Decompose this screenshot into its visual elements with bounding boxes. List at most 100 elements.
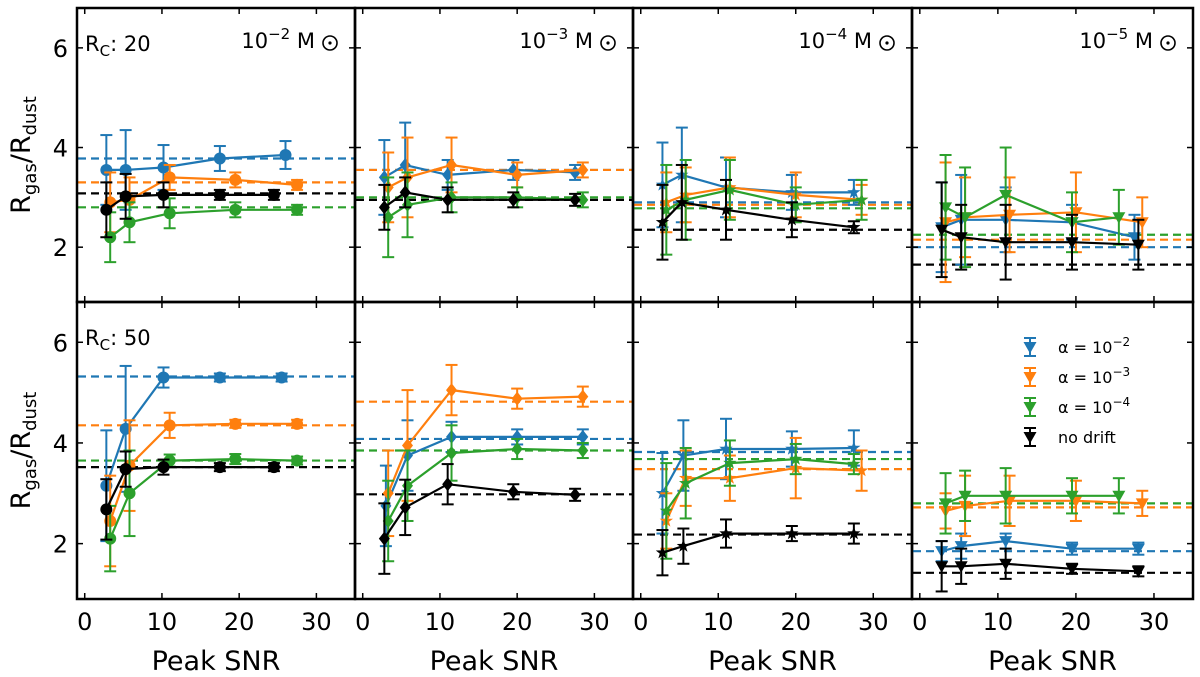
series-line-a4 [387,447,583,522]
data-point-nd [399,185,411,200]
rc-label: RC: 20 [85,32,151,60]
series-line-nd [383,483,576,540]
series-nd [655,518,861,577]
data-point-a2 [954,541,968,553]
data-point-a3 [402,438,414,453]
legend: α = 10−2 α = 10−3 α = 10−4 no drift [1023,335,1130,447]
data-point-a2 [999,536,1013,548]
data-point-nd [157,188,170,201]
series-nd [935,181,1145,281]
series-a3 [382,363,589,538]
data-point-a3 [229,417,242,430]
data-point-nd [785,526,799,540]
data-point-nd [267,461,280,474]
x-tick-label: 20 [502,608,533,636]
data-point-a2 [380,498,392,513]
data-point-a4 [229,203,242,216]
data-point-a4 [659,202,673,216]
data-point-a4 [382,210,394,225]
data-point-a3 [577,389,589,404]
x-tick-label: 0 [355,608,370,636]
panel-r1-c0: 0 10 20 30 Peak SNR 2 4 6 RC: 50 [53,300,357,677]
data-point-nd [847,220,861,233]
series-nd [100,172,280,239]
series-a2 [100,364,288,543]
data-point-nd [507,484,519,499]
data-point-a2 [569,165,581,180]
data-point-a4 [847,457,861,470]
x-tick-label: 0 [77,608,92,636]
data-point-nd [569,192,581,207]
panel-r0-c2: 10−4 M [631,6,914,304]
x-tick-label: 10 [147,608,178,636]
series-a3 [659,156,869,234]
x-tick-label: 30 [301,608,332,636]
data-point-a2 [511,429,523,444]
sun-icon-dot [1166,41,1170,45]
legend-marker-a2 [1023,342,1037,354]
x-tick-label: 20 [780,608,811,636]
y-tick-label: 6 [53,35,68,63]
data-point-a4 [163,207,176,220]
data-point-a4 [723,456,737,469]
series-line-a2 [384,435,583,507]
x-tick-label: 30 [858,608,889,636]
data-point-nd [267,188,280,201]
data-point-a2 [847,441,861,454]
data-point-a4 [446,446,458,461]
data-point-a3 [577,162,589,177]
data-point-a4 [958,490,972,503]
y-axis-labels: Rgas/Rdust Rgas/Rdust [6,96,41,509]
data-point-a3 [855,463,869,477]
legend-marker-nd [1023,432,1037,444]
data-point-nd [675,195,689,208]
x-tick-label: 30 [579,608,610,636]
data-point-a4 [789,452,803,465]
series-a4 [939,467,1126,535]
series-line-a3 [109,422,298,522]
mass-label: 10−5 M [1079,25,1153,53]
x-tick-label: 0 [912,608,927,636]
data-point-a4 [679,476,693,489]
sun-icon [322,35,338,51]
sun-icon [1160,35,1176,51]
series-a2 [935,532,1145,563]
series-line-a4 [945,193,1119,224]
series-nd [935,540,1145,593]
series-line-nd [661,201,855,229]
data-point-a4 [577,443,589,458]
panel-r0-c3: 10−5 M [910,6,1195,304]
data-point-a2 [577,429,589,444]
series-a4 [659,439,861,560]
mass-label: 10−3 M [519,25,593,53]
x-tick-label: 10 [983,608,1014,636]
data-point-nd [119,190,132,203]
series-a3 [382,136,589,224]
data-point-a3 [163,419,176,432]
series-line-nd [941,562,1139,573]
data-point-a4 [1065,490,1079,503]
series-a4 [382,171,589,259]
data-point-nd [100,503,113,516]
sun-icon [600,35,616,51]
data-point-a4 [511,441,523,456]
panel-frame [631,300,914,601]
series-line-a4 [109,208,298,239]
data-point-a3 [511,167,523,182]
y-tick-label: 4 [53,135,68,163]
x-tick-label: 10 [703,608,734,636]
x-tick-label: 0 [633,608,648,636]
panel-frame [910,300,1195,601]
series-a4 [939,146,1126,269]
data-point-nd [935,561,949,573]
data-point-a3 [511,391,523,406]
data-point-a4 [939,498,953,510]
data-point-a3 [291,178,304,191]
data-point-a3 [1135,498,1149,510]
data-point-a3 [163,171,176,184]
sun-icon-dot [885,41,889,45]
panel-r1-c3: 0 10 20 30 Peak SNR α = 10−2 α = 10−3 α = 10−4 n… [910,300,1195,677]
series-nd [378,176,582,231]
data-point-a3 [446,157,458,172]
y-tick-label: 4 [53,430,68,458]
